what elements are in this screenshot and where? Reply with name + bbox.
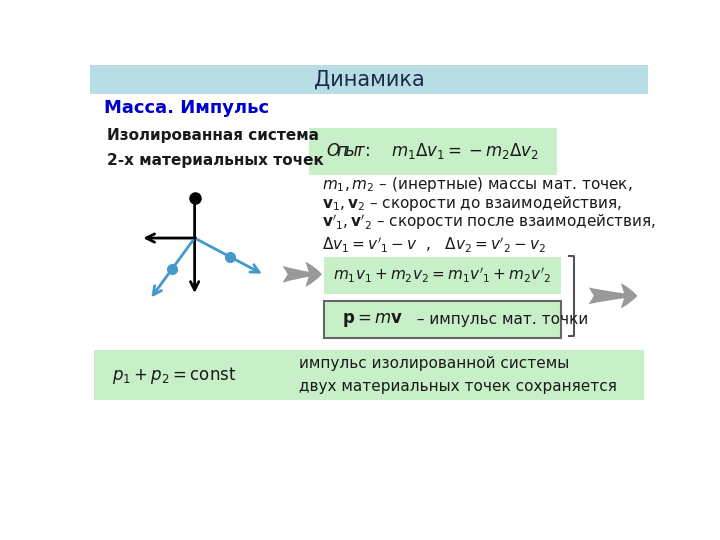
FancyBboxPatch shape — [90, 65, 648, 94]
FancyBboxPatch shape — [324, 301, 561, 338]
FancyBboxPatch shape — [94, 350, 644, 400]
Text: $m_1v_1 + m_2v_2 = m_1v'_1 + m_2v'_2$: $m_1v_1 + m_2v_2 = m_1v'_1 + m_2v'_2$ — [333, 266, 552, 286]
Text: $m_1, m_2$ – (инертные) массы мат. точек,: $m_1, m_2$ – (инертные) массы мат. точек… — [323, 174, 633, 194]
Text: импульс изолированной системы
двух материальных точек сохраняется: импульс изолированной системы двух матер… — [300, 356, 617, 394]
Text: Динамика: Динамика — [314, 70, 424, 90]
Text: – импульс мат. точки: – импульс мат. точки — [412, 312, 588, 327]
FancyBboxPatch shape — [309, 128, 557, 175]
Text: Масса. Импульс: Масса. Импульс — [104, 99, 269, 117]
Text: $\mathbf{v}_1, \mathbf{v}_2$ – скорости до взаимодействия,: $\mathbf{v}_1, \mathbf{v}_2$ – скорости … — [323, 194, 623, 213]
Text: $\mathit{О\!п\!ы\!т}$:    $m_1\Delta v_1 = -m_2\Delta v_2$: $\mathit{О\!п\!ы\!т}$: $m_1\Delta v_1 = … — [326, 141, 539, 161]
Text: $\Delta v_1 = v'_1 - v$  ,   $\Delta v_2 = v'_2 - v_2$: $\Delta v_1 = v'_1 - v$ , $\Delta v_2 = … — [323, 236, 546, 255]
Text: $p_1 + p_2 = \mathrm{const}$: $p_1 + p_2 = \mathrm{const}$ — [112, 364, 236, 386]
Text: Изолированная система
2-х материальных точек: Изолированная система 2-х материальных т… — [107, 128, 324, 168]
Text: $\mathbf{v'}_1, \mathbf{v'}_2$ – скорости после взаимодействия,: $\mathbf{v'}_1, \mathbf{v'}_2$ – скорост… — [323, 213, 657, 232]
FancyBboxPatch shape — [324, 257, 561, 294]
Text: $\mathbf{p} = m\mathbf{v}$: $\mathbf{p} = m\mathbf{v}$ — [342, 310, 403, 329]
